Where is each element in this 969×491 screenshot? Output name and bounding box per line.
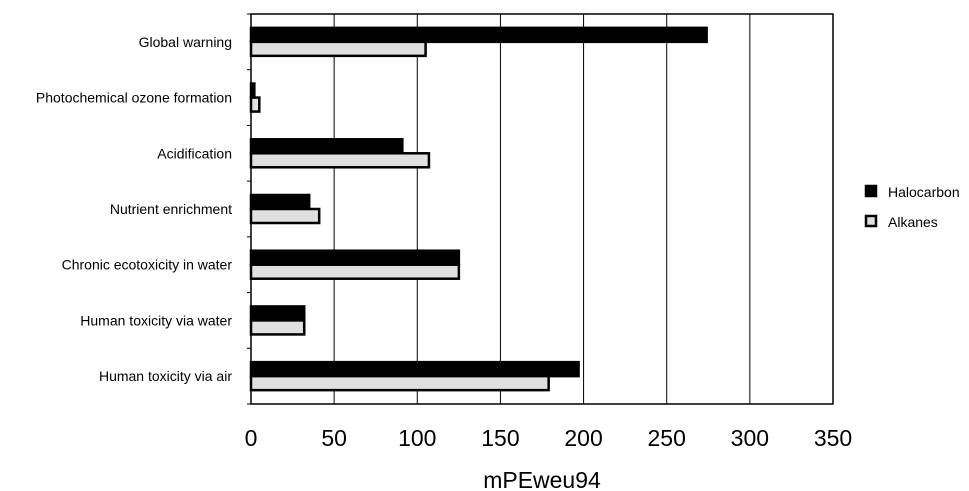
bar-alkanes (249, 319, 306, 336)
bar-halocarbon (249, 138, 404, 155)
bar-halocarbon (249, 26, 708, 44)
grid (333, 14, 751, 404)
category-label: Nutrient enrichment (110, 201, 232, 217)
x-tick-label: 300 (731, 425, 769, 451)
bar-halocarbon (249, 193, 311, 211)
x-axis-title: mPEweu94 (483, 467, 601, 491)
bar-alkanes (249, 263, 461, 280)
x-tick-label: 100 (398, 425, 436, 451)
bar-halocarbon (249, 305, 306, 322)
category-label: Global warning (139, 34, 232, 50)
category-label: Acidification (157, 145, 232, 161)
x-tick-label: 350 (814, 425, 852, 451)
x-tick-label: 150 (481, 425, 519, 451)
category-label: Human toxicity via air (99, 368, 232, 384)
bar-alkanes (249, 40, 427, 58)
legend-swatch-alkanes (864, 214, 878, 228)
bar-alkanes (249, 152, 431, 169)
bar-alkanes (249, 96, 261, 113)
bars (249, 26, 708, 392)
category-label: Chronic ecotoxicity in water (62, 257, 233, 273)
category-label: Photochemical ozone formation (36, 90, 232, 106)
legend-label-alkanes: Alkanes (888, 214, 938, 230)
legend-swatch-halocarbon (864, 184, 878, 198)
legend-label-halocarbon: Halocarbon (888, 184, 960, 200)
bar-halocarbon (249, 249, 461, 266)
x-tick-labels: 0 50 100 150 200 250 300 350 (245, 425, 853, 451)
bar-alkanes (249, 374, 550, 392)
x-tick-label: 0 (245, 425, 258, 451)
category-label: Human toxicity via water (80, 312, 232, 328)
x-tick-label: 200 (564, 425, 602, 451)
plot-frame (250, 13, 834, 405)
category-ticks (247, 13, 251, 405)
category-labels: Global warning Photochemical ozone format… (36, 34, 232, 384)
legend: Halocarbon Alkanes (864, 184, 960, 230)
x-tick-label: 250 (648, 425, 686, 451)
x-tick-label: 50 (321, 425, 347, 451)
bar-halocarbon (249, 360, 580, 378)
bar-alkanes (249, 207, 321, 225)
